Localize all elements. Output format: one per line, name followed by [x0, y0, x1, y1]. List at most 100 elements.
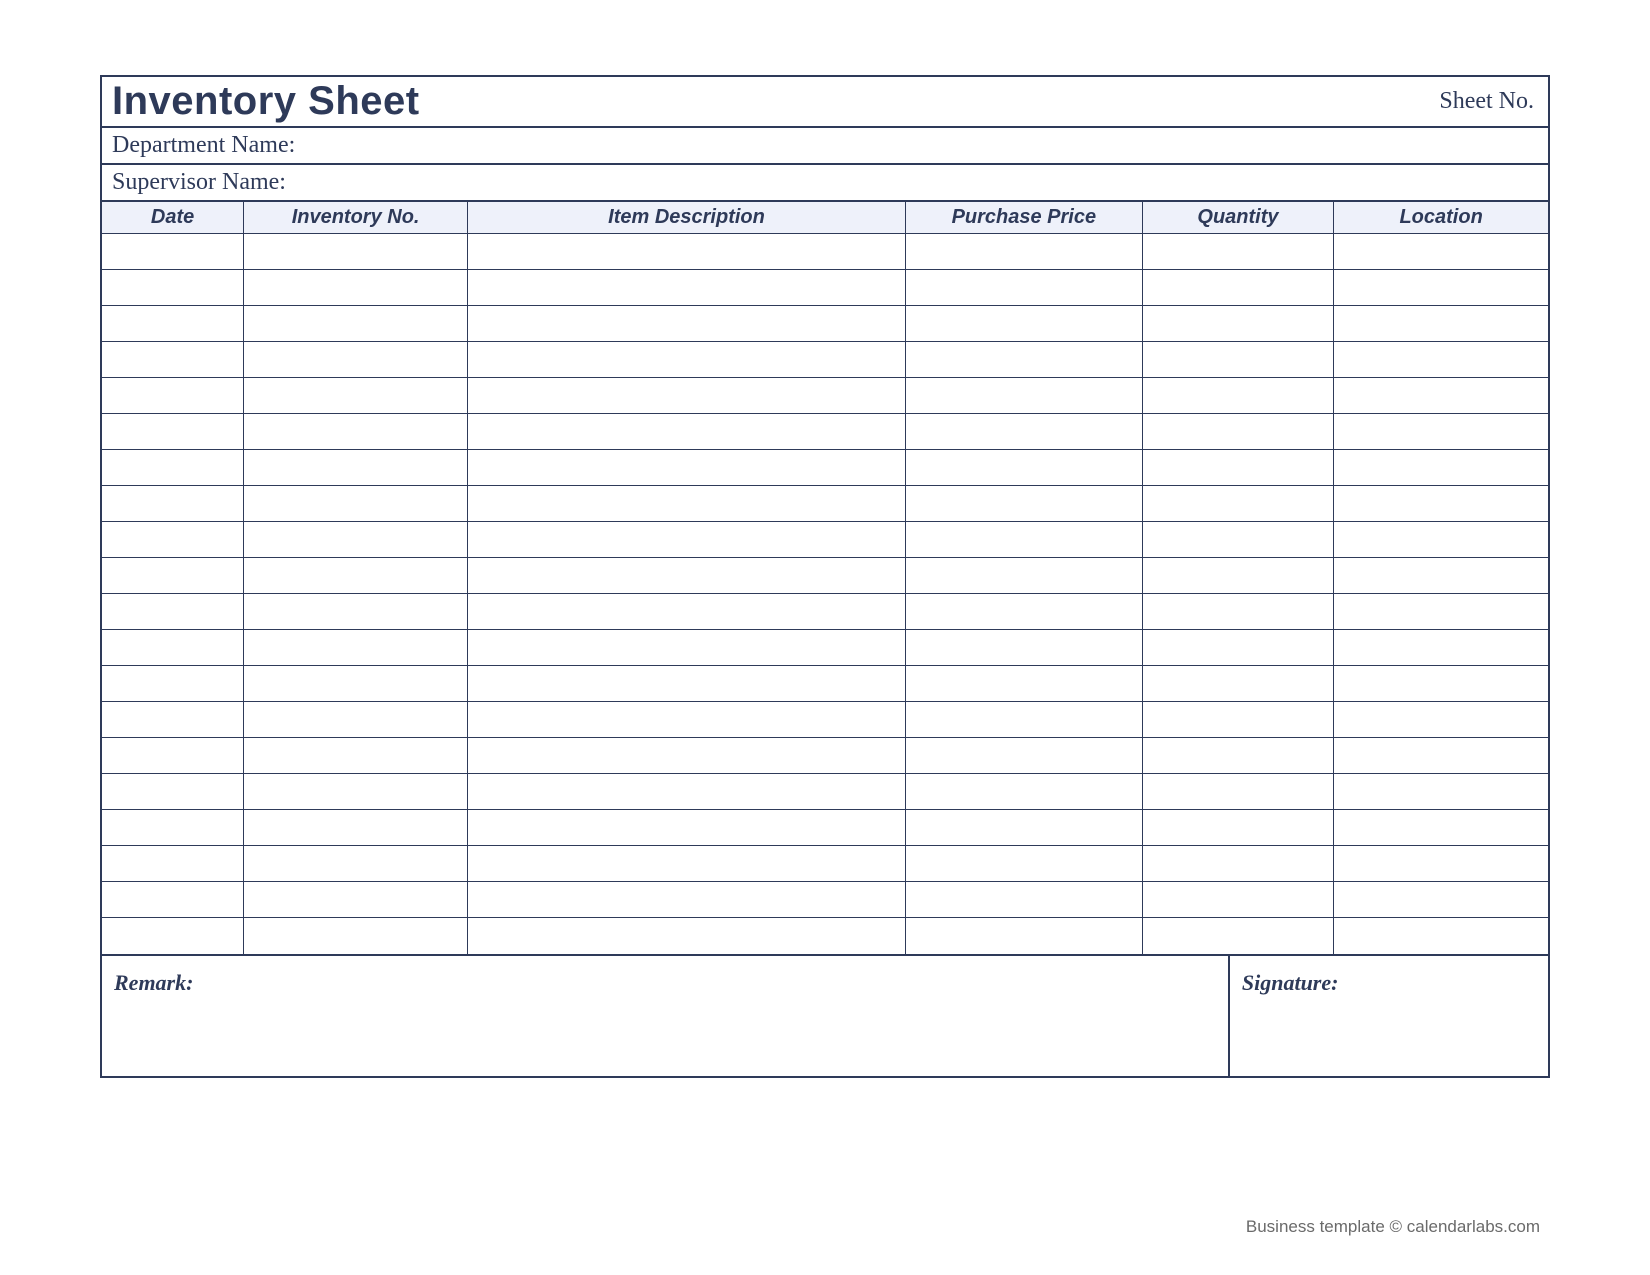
table-cell	[244, 918, 468, 954]
table-head: DateInventory No.Item DescriptionPurchas…	[102, 202, 1548, 234]
footer-row: Remark: Signature:	[102, 954, 1548, 1076]
table-cell	[244, 594, 468, 630]
table-cell	[102, 270, 244, 306]
table-cell	[468, 414, 906, 450]
col-header-2: Item Description	[468, 202, 906, 234]
table-cell	[468, 234, 906, 270]
table-cell	[244, 378, 468, 414]
table-cell	[1334, 558, 1548, 594]
table-cell	[1334, 414, 1548, 450]
table-cell	[102, 342, 244, 378]
table-cell	[244, 234, 468, 270]
table-cell	[905, 702, 1142, 738]
supervisor-label: Supervisor Name:	[112, 169, 286, 195]
table-row	[102, 486, 1548, 522]
table-cell	[1142, 414, 1334, 450]
table-cell	[468, 342, 906, 378]
table-cell	[905, 486, 1142, 522]
table-cell	[1142, 234, 1334, 270]
table-cell	[1142, 522, 1334, 558]
table-cell	[1142, 306, 1334, 342]
table-cell	[244, 486, 468, 522]
title-row: Inventory Sheet Sheet No.	[102, 77, 1548, 128]
table-cell	[468, 522, 906, 558]
table-cell	[102, 486, 244, 522]
table-cell	[1142, 270, 1334, 306]
table-cell	[468, 594, 906, 630]
table-cell	[244, 270, 468, 306]
table-cell	[1142, 882, 1334, 918]
department-row: Department Name:	[102, 128, 1548, 165]
table-cell	[905, 414, 1142, 450]
table-cell	[102, 738, 244, 774]
table-cell	[1142, 666, 1334, 702]
table-cell	[468, 486, 906, 522]
table-cell	[244, 666, 468, 702]
table-cell	[905, 234, 1142, 270]
table-cell	[244, 702, 468, 738]
table-cell	[905, 594, 1142, 630]
table-cell	[1142, 450, 1334, 486]
table-cell	[905, 270, 1142, 306]
table-cell	[468, 774, 906, 810]
table-row	[102, 270, 1548, 306]
table-cell	[468, 450, 906, 486]
table-cell	[1334, 522, 1548, 558]
table-cell	[102, 558, 244, 594]
table-row	[102, 594, 1548, 630]
table-cell	[1142, 738, 1334, 774]
table-cell	[1334, 450, 1548, 486]
table-cell	[905, 846, 1142, 882]
table-cell	[1142, 594, 1334, 630]
table-row	[102, 666, 1548, 702]
table-cell	[102, 918, 244, 954]
table-cell	[1334, 810, 1548, 846]
table-cell	[905, 810, 1142, 846]
table-cell	[244, 630, 468, 666]
table-cell	[1334, 630, 1548, 666]
table-cell	[1142, 378, 1334, 414]
table-cell	[102, 306, 244, 342]
remark-cell: Remark:	[102, 956, 1230, 1076]
col-header-5: Location	[1334, 202, 1548, 234]
department-label: Department Name:	[112, 132, 295, 158]
table-cell	[102, 774, 244, 810]
table-cell	[244, 882, 468, 918]
table-cell	[244, 306, 468, 342]
signature-label: Signature:	[1242, 970, 1339, 995]
table-row	[102, 738, 1548, 774]
table-row	[102, 918, 1548, 954]
table-cell	[1334, 270, 1548, 306]
table-cell	[1334, 846, 1548, 882]
table-cell	[1334, 306, 1548, 342]
table-cell	[1334, 342, 1548, 378]
col-header-3: Purchase Price	[905, 202, 1142, 234]
col-header-4: Quantity	[1142, 202, 1334, 234]
table-cell	[905, 378, 1142, 414]
table-row	[102, 558, 1548, 594]
table-row	[102, 306, 1548, 342]
table-cell	[102, 414, 244, 450]
table-cell	[468, 918, 906, 954]
table-header-row: DateInventory No.Item DescriptionPurchas…	[102, 202, 1548, 234]
table-cell	[102, 594, 244, 630]
table-cell	[102, 522, 244, 558]
table-cell	[468, 378, 906, 414]
table-row	[102, 522, 1548, 558]
table-cell	[102, 702, 244, 738]
table-cell	[1142, 702, 1334, 738]
table-cell	[244, 450, 468, 486]
table-cell	[102, 882, 244, 918]
table-cell	[468, 666, 906, 702]
table-cell	[1334, 918, 1548, 954]
table-row	[102, 774, 1548, 810]
table-cell	[468, 738, 906, 774]
table-cell	[905, 882, 1142, 918]
table-cell	[468, 882, 906, 918]
table-cell	[102, 630, 244, 666]
table-cell	[468, 558, 906, 594]
table-cell	[244, 810, 468, 846]
table-cell	[1142, 558, 1334, 594]
table-cell	[1334, 738, 1548, 774]
table-cell	[905, 558, 1142, 594]
